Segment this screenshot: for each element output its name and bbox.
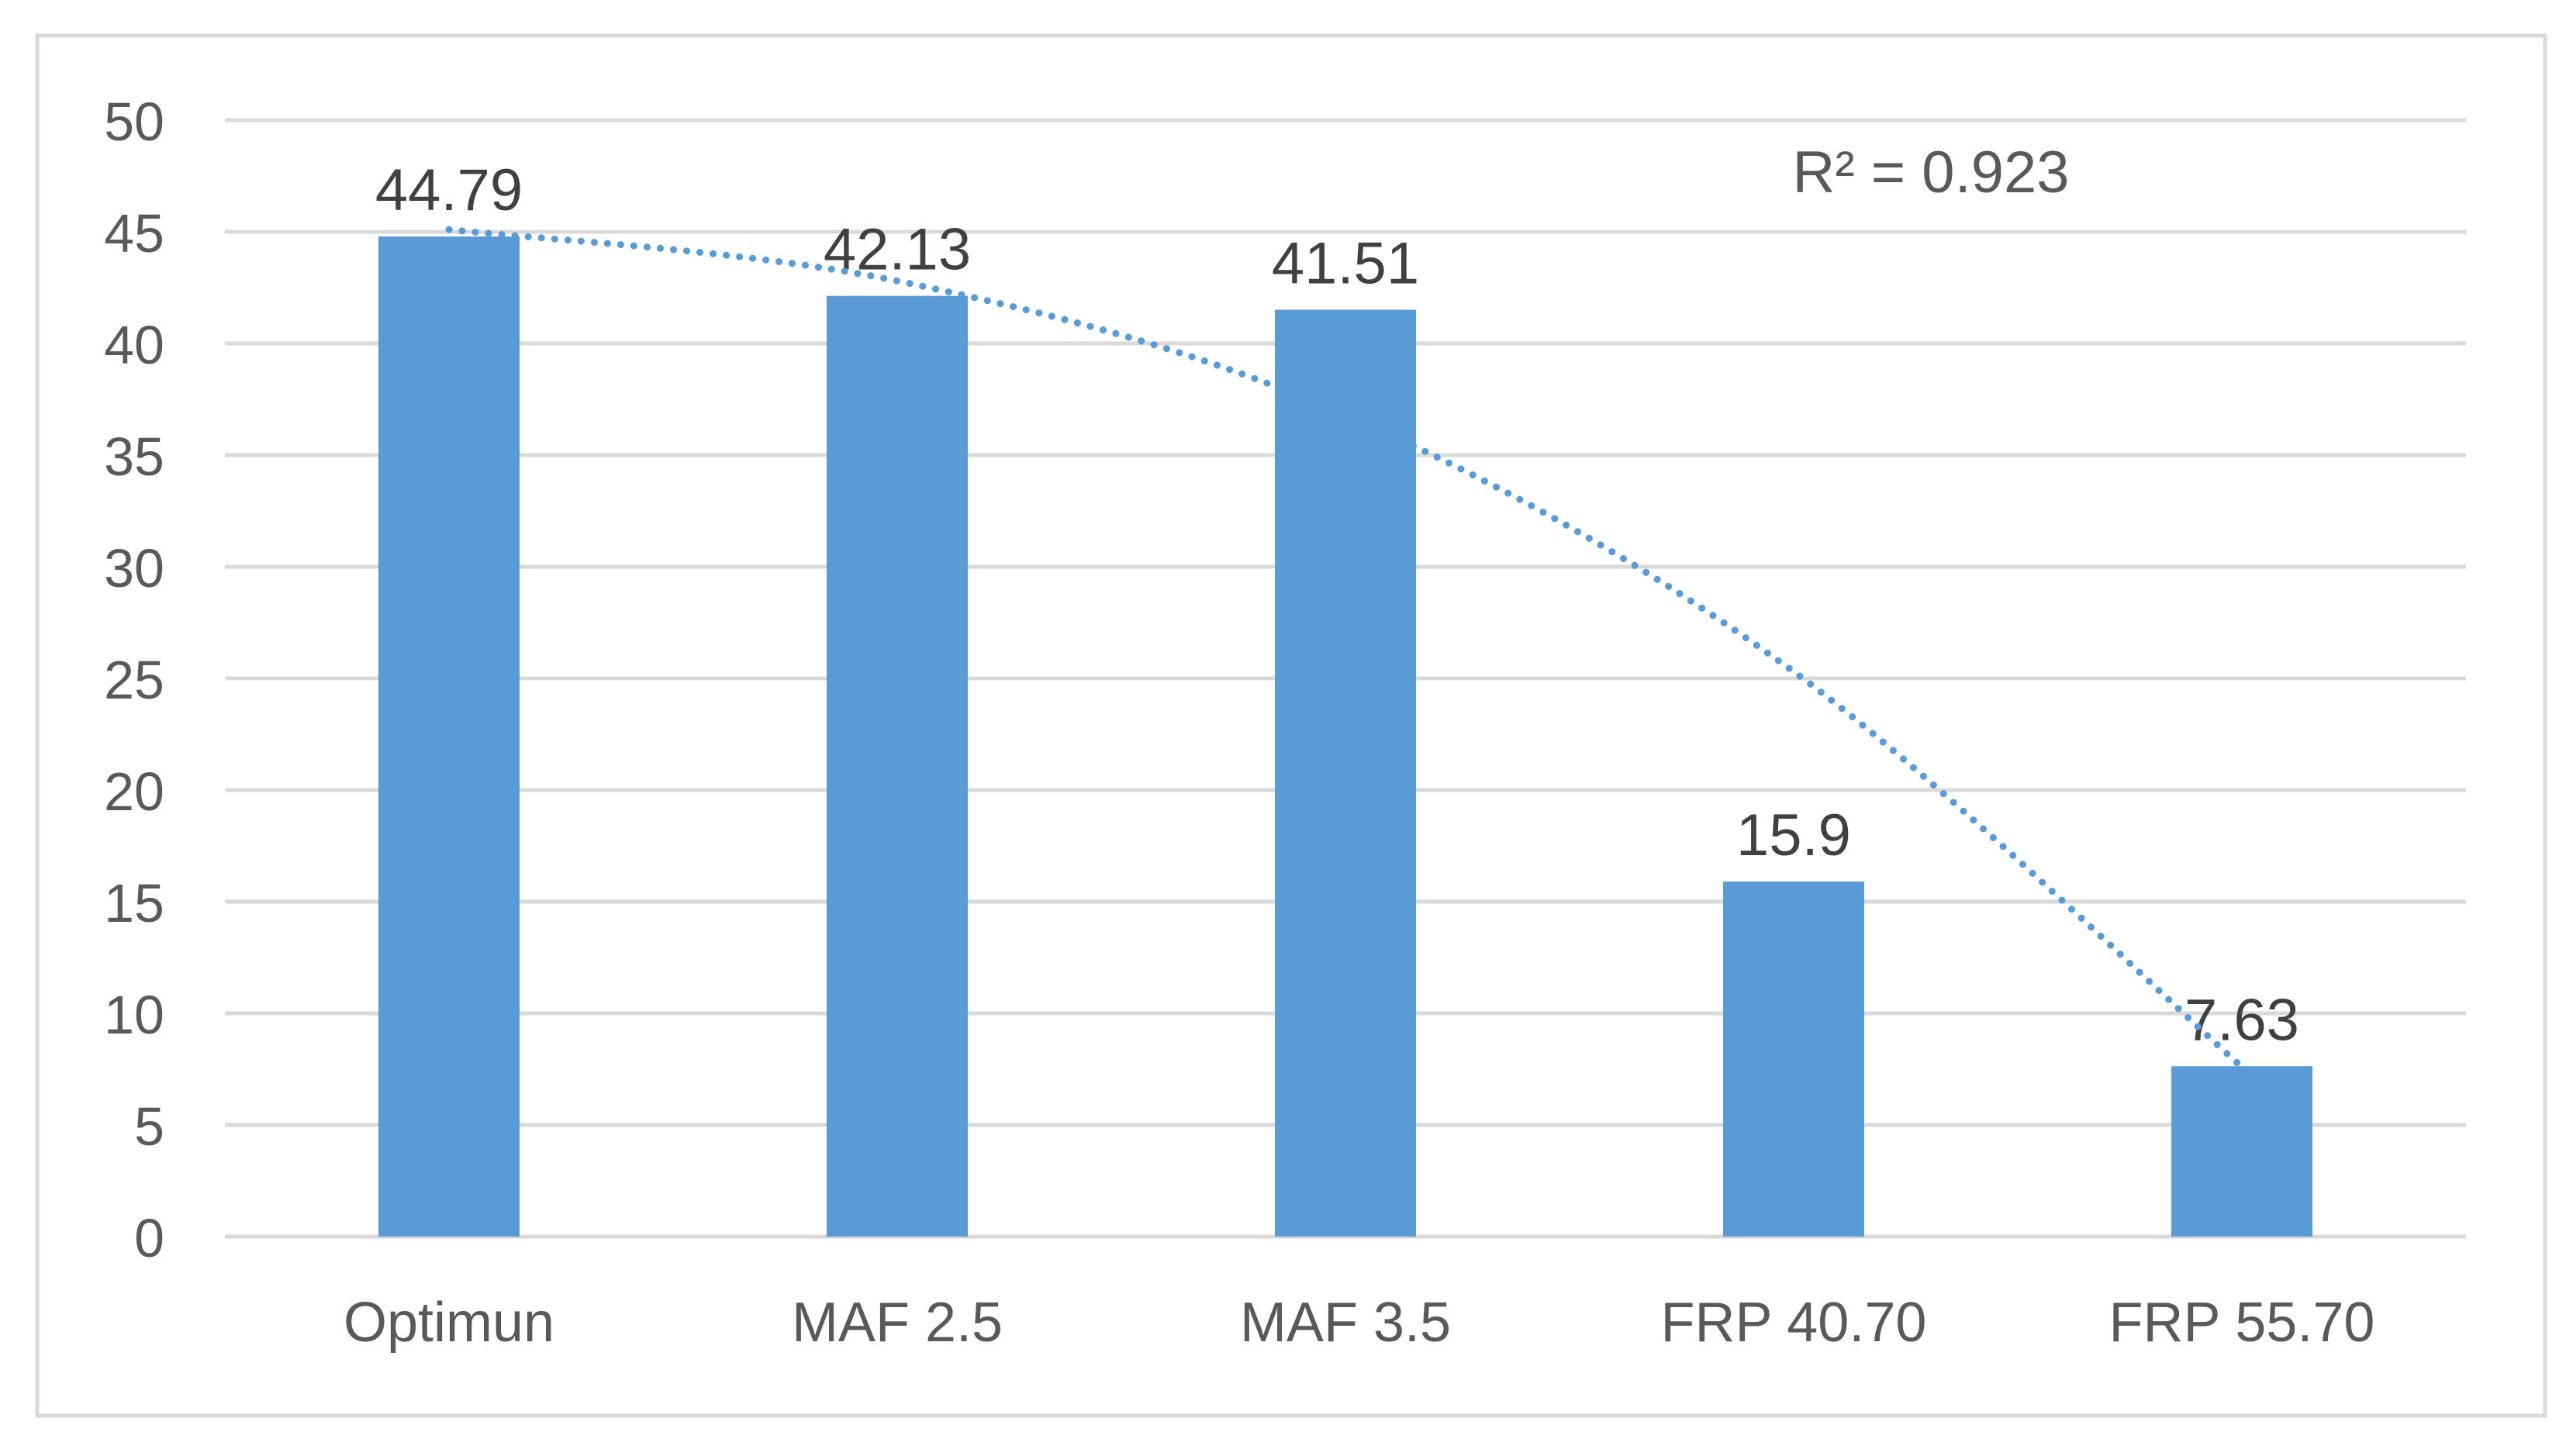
bars xyxy=(378,236,2312,1237)
data-label: 44.79 xyxy=(375,157,523,223)
y-tick-label: 5 xyxy=(134,1096,164,1157)
y-tick-label: 0 xyxy=(134,1208,164,1268)
bar xyxy=(827,295,968,1237)
trendline-curve xyxy=(445,226,2246,1071)
x-tick-label: FRP 40.70 xyxy=(1661,1292,1927,1354)
data-label: 7.63 xyxy=(2184,987,2299,1053)
y-axis-tick-labels: 0 5 10 15 20 25 30 35 40 45 50 xyxy=(104,91,164,1268)
y-tick-label: 10 xyxy=(104,985,164,1045)
y-tick-label: 45 xyxy=(104,203,164,264)
y-tick-label: 30 xyxy=(104,538,164,599)
x-axis-tick-labels: Optimun MAF 2.5 MAF 3.5 FRP 40.70 FRP 55.70 xyxy=(344,1292,2375,1354)
x-tick-label: MAF 3.5 xyxy=(1240,1292,1451,1354)
y-tick-label: 25 xyxy=(104,650,164,710)
bar xyxy=(1275,309,1416,1237)
y-tick-label: 35 xyxy=(104,426,164,487)
bar xyxy=(378,236,520,1237)
r-squared-annotation: R² = 0.923 xyxy=(1793,140,2070,205)
trendline: R² = 0.923 xyxy=(445,140,2246,1071)
y-tick-label: 15 xyxy=(104,873,164,933)
x-tick-label: FRP 55.70 xyxy=(2109,1292,2375,1354)
y-tick-label: 40 xyxy=(104,315,164,375)
bar xyxy=(1723,882,1864,1237)
data-label: 41.51 xyxy=(1272,231,1419,297)
bar xyxy=(2171,1066,2312,1237)
y-tick-label: 50 xyxy=(104,91,164,152)
data-label: 15.9 xyxy=(1736,802,1851,868)
x-tick-label: Optimun xyxy=(344,1292,554,1354)
x-tick-label: MAF 2.5 xyxy=(792,1292,1003,1354)
y-tick-label: 20 xyxy=(104,761,164,822)
